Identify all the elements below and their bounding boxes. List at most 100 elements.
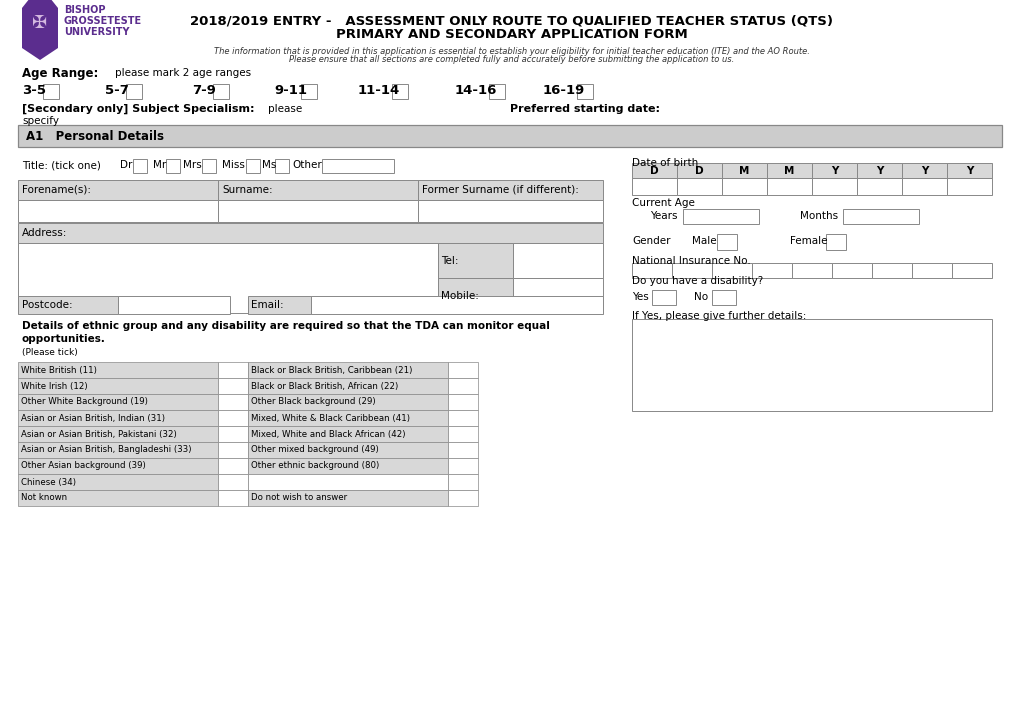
Bar [632,263,672,278]
Text: Y: Y [965,166,972,175]
Text: Address:: Address: [22,228,67,238]
Bar [651,290,676,305]
Text: Miss: Miss [222,160,245,170]
Text: Preferred starting date:: Preferred starting date: [510,104,659,114]
Bar [18,474,218,490]
Text: [Secondary only] Subject Specialism:: [Secondary only] Subject Specialism: [22,104,255,114]
Text: 5-7: 5-7 [105,84,128,97]
Bar [791,263,832,278]
Text: Former Surname (if different):: Former Surname (if different): [422,185,579,195]
Text: 2018/2019 ENTRY -   ASSESSMENT ONLY ROUTE TO QUALIFIED TEACHER STATUS (QTS): 2018/2019 ENTRY - ASSESSMENT ONLY ROUTE … [191,14,833,27]
Text: White Irish (12): White Irish (12) [21,381,88,391]
Text: Postcode:: Postcode: [22,300,72,310]
Text: Other White Background (19): Other White Background (19) [21,397,148,407]
Text: The information that is provided in this application is essential to establish y: The information that is provided in this… [214,46,809,56]
Bar [248,458,447,474]
Bar [447,474,478,490]
Bar [672,263,711,278]
Text: Asian or Asian British, Bangladeshi (33): Asian or Asian British, Bangladeshi (33) [21,446,192,454]
Bar [856,178,901,195]
Bar [248,394,447,410]
Text: Gender: Gender [632,236,669,246]
Text: Black or Black British, Caribbean (21): Black or Black British, Caribbean (21) [251,366,412,374]
Bar [18,200,218,222]
Text: Forename(s):: Forename(s): [22,185,91,195]
Bar [248,410,447,426]
Text: Months: Months [799,211,838,221]
Text: Do not wish to answer: Do not wish to answer [251,493,346,503]
Bar [946,178,991,195]
Bar [488,84,504,99]
Text: Current Age: Current Age [632,198,694,208]
Bar [683,209,758,224]
Text: Other Black background (29): Other Black background (29) [251,397,375,407]
Bar [246,159,260,173]
Bar [218,458,248,474]
Bar [447,442,478,458]
Text: 11-14: 11-14 [358,84,399,97]
Text: Mr: Mr [153,160,166,170]
Bar [766,163,811,178]
Bar [18,180,218,200]
Text: 3-5: 3-5 [22,84,46,97]
Bar [911,263,951,278]
Text: If Yes, please give further details:: If Yes, please give further details: [632,311,806,321]
Bar [218,442,248,458]
Text: Title: (tick one): Title: (tick one) [22,160,101,170]
Bar [218,474,248,490]
Bar [842,209,918,224]
Bar [275,159,288,173]
Bar [825,234,845,250]
Bar [18,490,218,506]
Bar [447,362,478,378]
Text: Asian or Asian British, Pakistani (32): Asian or Asian British, Pakistani (32) [21,430,176,438]
Text: 9-11: 9-11 [274,84,307,97]
Bar [437,278,513,313]
Bar [248,490,447,506]
Bar [18,125,1001,147]
Text: Tel:: Tel: [440,256,459,266]
Text: Mobile:: Mobile: [440,291,478,301]
Bar [632,163,677,178]
Bar [447,378,478,394]
Text: Do you have a disability?: Do you have a disability? [632,276,762,286]
Bar [751,263,791,278]
Bar [901,178,946,195]
Polygon shape [22,0,58,60]
Text: specify: specify [22,116,59,126]
Text: Other: Other [291,160,321,170]
Bar [766,178,811,195]
Bar [125,84,142,99]
Bar [18,426,218,442]
Bar [218,378,248,394]
Text: opportunities.: opportunities. [22,334,106,344]
Bar [711,290,736,305]
Bar [811,163,856,178]
Text: Other ethnic background (80): Other ethnic background (80) [251,461,379,471]
Bar [218,490,248,506]
Text: Email:: Email: [251,300,283,310]
Bar [447,490,478,506]
Bar [811,178,856,195]
Text: Other Asian background (39): Other Asian background (39) [21,461,146,471]
Text: Mixed, White and Black African (42): Mixed, White and Black African (42) [251,430,406,438]
Bar [447,426,478,442]
Bar [248,378,447,394]
Text: No: No [693,292,707,302]
Text: Details of ethnic group and any disability are required so that the TDA can moni: Details of ethnic group and any disabili… [22,321,549,331]
Bar [321,159,393,173]
Text: Female: Female [790,236,826,246]
Text: Y: Y [830,166,838,175]
Bar [218,180,418,200]
Bar [18,458,218,474]
Text: ✠: ✠ [33,14,48,32]
Text: PRIMARY AND SECONDARY APPLICATION FORM: PRIMARY AND SECONDARY APPLICATION FORM [336,29,687,42]
Text: Please ensure that all sections are completed fully and accurately before submit: Please ensure that all sections are comp… [289,56,734,64]
Text: please: please [268,104,302,114]
Bar [513,243,602,278]
Text: GROSSETESTE: GROSSETESTE [64,16,142,26]
Text: Y: Y [875,166,882,175]
Bar [871,263,911,278]
Bar [721,163,766,178]
Bar [218,410,248,426]
